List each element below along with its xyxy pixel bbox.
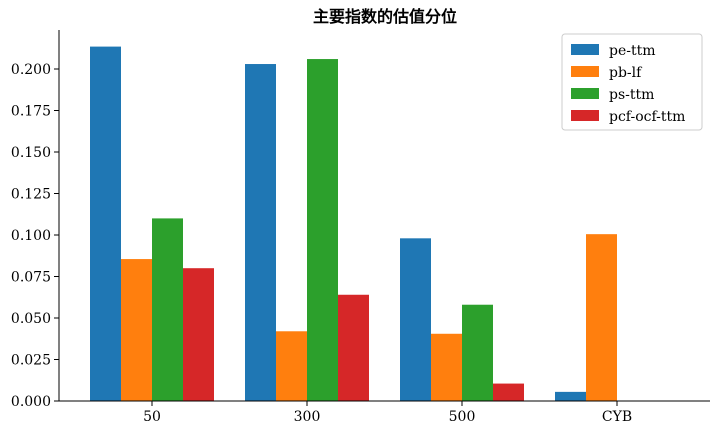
x-tick-label: 300 [294, 409, 321, 425]
legend-swatch-ps-ttm [571, 88, 599, 99]
chart-title: 主要指数的估值分位 [313, 7, 457, 26]
y-tick-label: 0.000 [11, 394, 51, 410]
bar-pe-ttm-50 [90, 46, 121, 401]
y-tick-label: 0.175 [11, 104, 51, 120]
y-tick-label: 0.050 [11, 311, 51, 327]
legend-label-pcf-ocf-ttm: pcf-ocf-ttm [609, 109, 685, 125]
bars-group [90, 46, 617, 402]
legend-label-ps-ttm: ps-ttm [609, 87, 654, 103]
legend-frame [561, 33, 703, 131]
y-tick-label: 0.075 [11, 270, 51, 286]
bar-pb-lf-500 [431, 333, 462, 401]
x-tick-label: 50 [143, 409, 161, 425]
bar-pb-lf-CYB [586, 234, 617, 401]
x-tick-label: 500 [449, 409, 476, 425]
bar-pcf-ocf-ttm-500 [493, 383, 524, 401]
y-tick-label: 0.025 [11, 353, 51, 369]
legend-label-pe-ttm: pe-ttm [609, 43, 656, 59]
x-axis: 50 300 500 CYB [143, 401, 632, 425]
y-tick-label: 0.100 [11, 228, 51, 244]
bar-ps-ttm-50 [152, 218, 183, 401]
legend-swatch-pe-ttm [571, 44, 599, 55]
legend-swatch-pb-lf [571, 66, 599, 77]
bar-pb-lf-300 [276, 331, 307, 401]
y-axis: 0.000 0.025 0.050 0.075 0.100 0.125 0.150 0.175… [11, 62, 59, 410]
bar-pb-lf-50 [121, 259, 152, 401]
y-tick-label: 0.200 [11, 62, 51, 78]
bar-pe-ttm-300 [245, 64, 276, 401]
y-tick-label: 0.150 [11, 145, 51, 161]
bar-pcf-ocf-ttm-300 [338, 294, 369, 401]
legend-label-pb-lf: pb-lf [609, 65, 643, 81]
bar-pe-ttm-500 [400, 238, 431, 401]
x-tick-label: CYB [602, 409, 632, 425]
bar-pe-ttm-CYB [555, 391, 586, 401]
bar-pcf-ocf-ttm-50 [183, 268, 214, 401]
bar-ps-ttm-500 [462, 304, 493, 401]
bar-ps-ttm-300 [307, 59, 338, 402]
legend-swatch-pcf-ocf-ttm [571, 110, 599, 121]
legend: pe-ttm pb-lf ps-ttm pcf-ocf-ttm [561, 33, 703, 131]
y-tick-label: 0.125 [11, 187, 51, 203]
